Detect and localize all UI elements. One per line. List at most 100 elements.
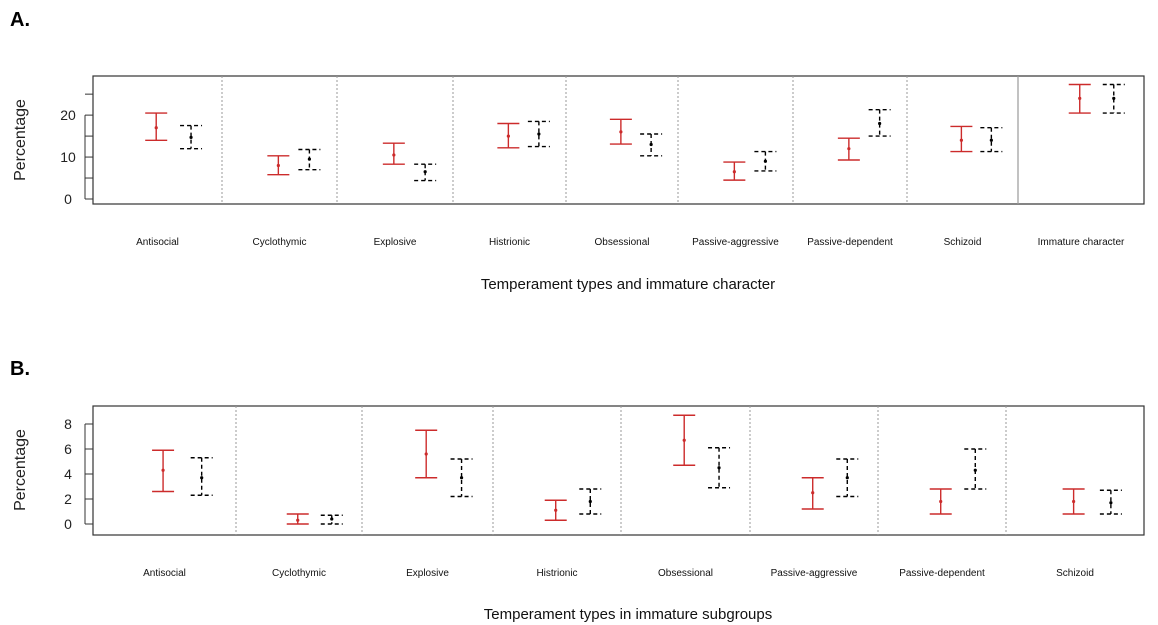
errorbar-series-1 xyxy=(415,429,438,479)
errorbar-series-1 xyxy=(1068,83,1091,114)
y-tick-label: 6 xyxy=(64,441,72,457)
errorbar-mean-point xyxy=(845,476,849,480)
x-tick-label: Passive-dependent xyxy=(899,568,985,579)
panel-b: B. Percentage Temperament types in immat… xyxy=(10,358,1145,623)
errorbar-series-1 xyxy=(145,112,168,141)
errorbar-mean-point xyxy=(847,147,851,151)
errorbar-mean-point xyxy=(189,135,193,139)
x-tick-label: Schizoid xyxy=(1056,568,1094,579)
errorbar-series-2 xyxy=(579,488,602,515)
errorbar-mean-point xyxy=(161,468,165,472)
errorbar-series-2 xyxy=(708,447,731,489)
errorbar-series-1 xyxy=(950,125,973,153)
y-tick-label: 8 xyxy=(64,416,72,432)
errorbar-series-1 xyxy=(152,449,175,493)
y-tick-label: 4 xyxy=(64,466,72,482)
errorbar-mean-point xyxy=(1072,499,1076,504)
errorbar-series-2 xyxy=(754,150,777,172)
x-tick-label: Histrionic xyxy=(489,237,530,248)
errorbar-mean-point xyxy=(973,468,977,472)
panel-b-frame xyxy=(92,405,1145,536)
errorbar-series-1 xyxy=(1062,488,1085,515)
errorbar-series-1 xyxy=(673,414,696,466)
errorbar-series-1 xyxy=(286,513,309,525)
errorbar-mean-point xyxy=(1078,96,1082,100)
errorbar-series-2 xyxy=(450,458,473,498)
errorbar-series-2 xyxy=(980,126,1003,153)
errorbar-mean-point xyxy=(763,159,768,163)
errorbar-series-2 xyxy=(868,108,891,137)
errorbar-mean-point xyxy=(330,517,334,521)
errorbar-series-2 xyxy=(1102,83,1125,114)
errorbar-mean-point xyxy=(588,499,592,504)
errorbar-series-1 xyxy=(609,118,632,145)
x-tick-label: Antisocial xyxy=(143,568,186,579)
errorbar-series-2 xyxy=(964,448,987,490)
errorbar-series-2 xyxy=(836,458,859,498)
errorbar-mean-point xyxy=(392,153,396,157)
errorbar-series-1 xyxy=(497,122,520,149)
errorbar-mean-point xyxy=(1109,501,1113,505)
errorbar-mean-point xyxy=(732,170,736,174)
errorbar-series-2 xyxy=(298,148,321,171)
errorbar-series-2 xyxy=(640,133,663,157)
errorbar-mean-point xyxy=(989,138,993,142)
errorbar-mean-point xyxy=(959,138,963,142)
errorbar-series-1 xyxy=(267,155,290,176)
errorbar-mean-point xyxy=(200,476,204,480)
panel-b-plot-area: 0 2 4 6 8 Antisocial Cyclothymic Explosive Histr… xyxy=(64,406,1122,579)
errorbar-series-2 xyxy=(320,514,343,525)
x-tick-label: Explosive xyxy=(406,568,449,579)
errorbar-series-2 xyxy=(190,457,213,496)
x-tick-label: Explosive xyxy=(374,237,417,248)
x-tick-label: Passive-aggressive xyxy=(692,237,779,248)
x-tick-label: Antisocial xyxy=(136,237,179,248)
errorbar-mean-point xyxy=(878,121,882,126)
x-tick-label: Obsessional xyxy=(594,237,649,248)
panel-a-frame xyxy=(92,75,1145,205)
errorbar-mean-point xyxy=(682,438,686,442)
errorbar-series-2 xyxy=(1099,489,1122,515)
x-tick-label: Passive-aggressive xyxy=(771,568,858,579)
x-tick-label: Obsessional xyxy=(658,568,713,579)
errorbar-series-2 xyxy=(527,120,550,148)
panel-a: A. Percentage Temperament types and imma… xyxy=(10,9,1145,293)
panel-a-y-axis-label: Percentage xyxy=(12,99,29,181)
errorbar-mean-point xyxy=(154,126,158,130)
panel-a-letter: A. xyxy=(10,9,30,31)
errorbar-mean-point xyxy=(619,130,623,134)
y-tick-label: 20 xyxy=(60,107,76,123)
errorbar-mean-point xyxy=(1112,96,1116,100)
errorbar-mean-point xyxy=(459,476,464,480)
errorbar-series-1 xyxy=(801,477,824,510)
panel-b-y-axis-label: Percentage xyxy=(12,429,29,511)
panel-b-x-axis-label: Temperament types in immature subgroups xyxy=(484,606,772,623)
panel-a-x-axis-label: Temperament types and immature character xyxy=(481,276,775,293)
errorbar-series-1 xyxy=(723,161,746,181)
errorbar-series-1 xyxy=(837,137,860,161)
x-tick-label: Schizoid xyxy=(944,237,982,248)
x-tick-label: Passive-dependent xyxy=(807,237,893,248)
y-tick-label: 0 xyxy=(64,191,72,207)
y-tick-label: 2 xyxy=(64,491,72,507)
x-tick-label: Immature character xyxy=(1038,237,1125,248)
errorbar-mean-point xyxy=(939,499,943,504)
panel-a-plot-area: 0 10 20 Antisocial Cyclothymic Explosive Histr… xyxy=(60,76,1125,248)
panel-b-letter: B. xyxy=(10,358,30,380)
errorbar-mean-point xyxy=(276,163,280,168)
x-tick-label: Cyclothymic xyxy=(272,568,326,579)
y-tick-label: 10 xyxy=(60,149,76,165)
y-tick-label: 0 xyxy=(64,516,72,532)
errorbar-mean-point xyxy=(537,132,541,136)
x-tick-label: Histrionic xyxy=(536,568,577,579)
errorbar-mean-point xyxy=(424,452,428,456)
errorbar-mean-point xyxy=(649,142,653,147)
errorbar-series-1 xyxy=(929,488,952,515)
errorbar-mean-point xyxy=(811,491,815,495)
errorbar-mean-point xyxy=(423,170,427,174)
errorbar-mean-point xyxy=(506,134,510,138)
errorbar-mean-point xyxy=(717,466,721,470)
errorbar-series-1 xyxy=(382,142,405,165)
errorbar-series-2 xyxy=(414,163,437,182)
